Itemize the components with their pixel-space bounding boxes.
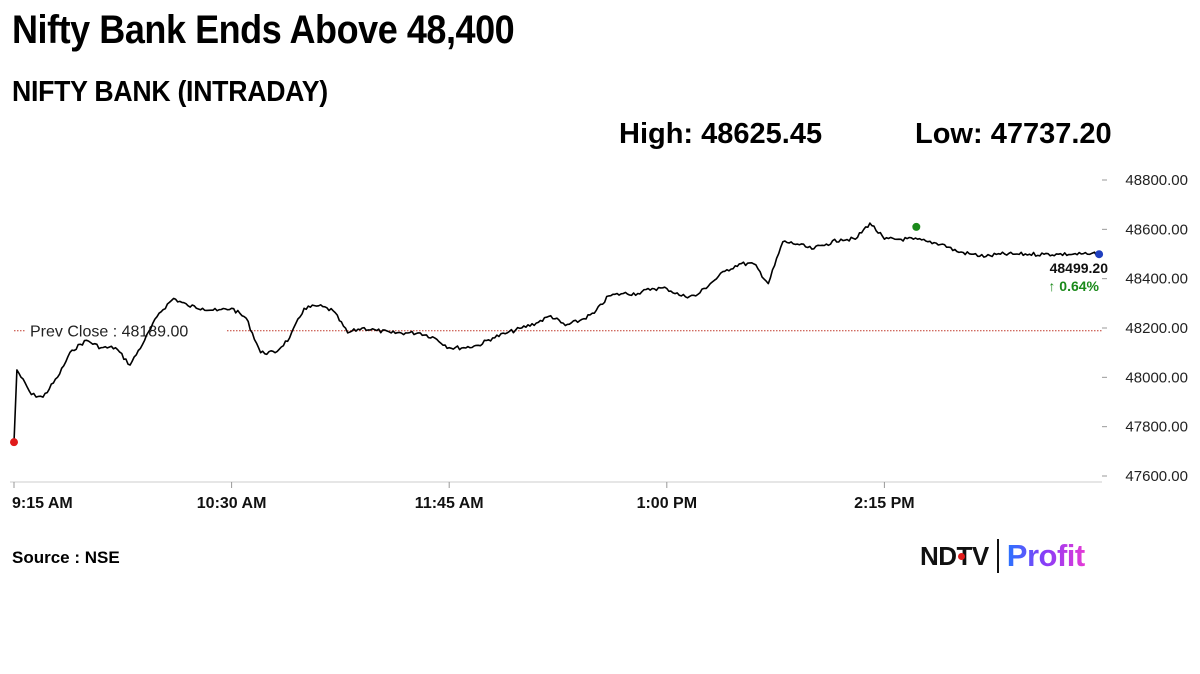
chart-title: NIFTY BANK (INTRADAY) [12, 76, 328, 108]
change-percent-label: ↑ 0.64% [1048, 278, 1099, 294]
prev-close-label-bg [26, 319, 226, 340]
y-tick-label: 48000.00 [1125, 369, 1188, 386]
x-tick-label: 11:45 AM [415, 495, 484, 512]
marker-open-low [10, 438, 18, 447]
y-tick-label: 48200.00 [1125, 320, 1188, 337]
marker-close [1095, 250, 1104, 259]
x-tick-label: 1:00 PM [637, 495, 697, 512]
intraday-line-chart: 48800.00 48600.00 48400.00 48200.00 48000.00… [10, 172, 1188, 512]
x-tick-label: 9:15 AM [12, 495, 73, 512]
ndtv-profit-logo: NDTV Profit [920, 536, 1085, 576]
day-high-label: High: 48625.45 [619, 118, 823, 150]
logo-ndtv-text: NDTV [920, 540, 989, 571]
logo-profit-text: Profit [1006, 538, 1085, 573]
x-tick-label: 2:15 PM [854, 495, 914, 512]
day-low-label: Low: 47737.20 [915, 118, 1112, 150]
prev-close-label: Prev Close : 48189.00 [30, 324, 188, 341]
headline: Nifty Bank Ends Above 48,400 [12, 8, 515, 52]
x-tick-label: 10:30 AM [197, 495, 267, 512]
logo-dot-icon [958, 553, 965, 560]
y-tick-label: 47600.00 [1125, 468, 1188, 485]
last-price-label: 48499.20 [1050, 260, 1109, 276]
price-line [13, 222, 1100, 443]
y-tick-label: 48600.00 [1125, 221, 1188, 238]
y-tick-label: 47800.00 [1125, 419, 1188, 436]
logo-separator [996, 539, 999, 573]
y-tick-label: 48800.00 [1125, 172, 1188, 189]
marker-high [912, 222, 921, 231]
y-tick-label: 48400.00 [1125, 271, 1188, 288]
source-note: Source : NSE [12, 548, 120, 567]
